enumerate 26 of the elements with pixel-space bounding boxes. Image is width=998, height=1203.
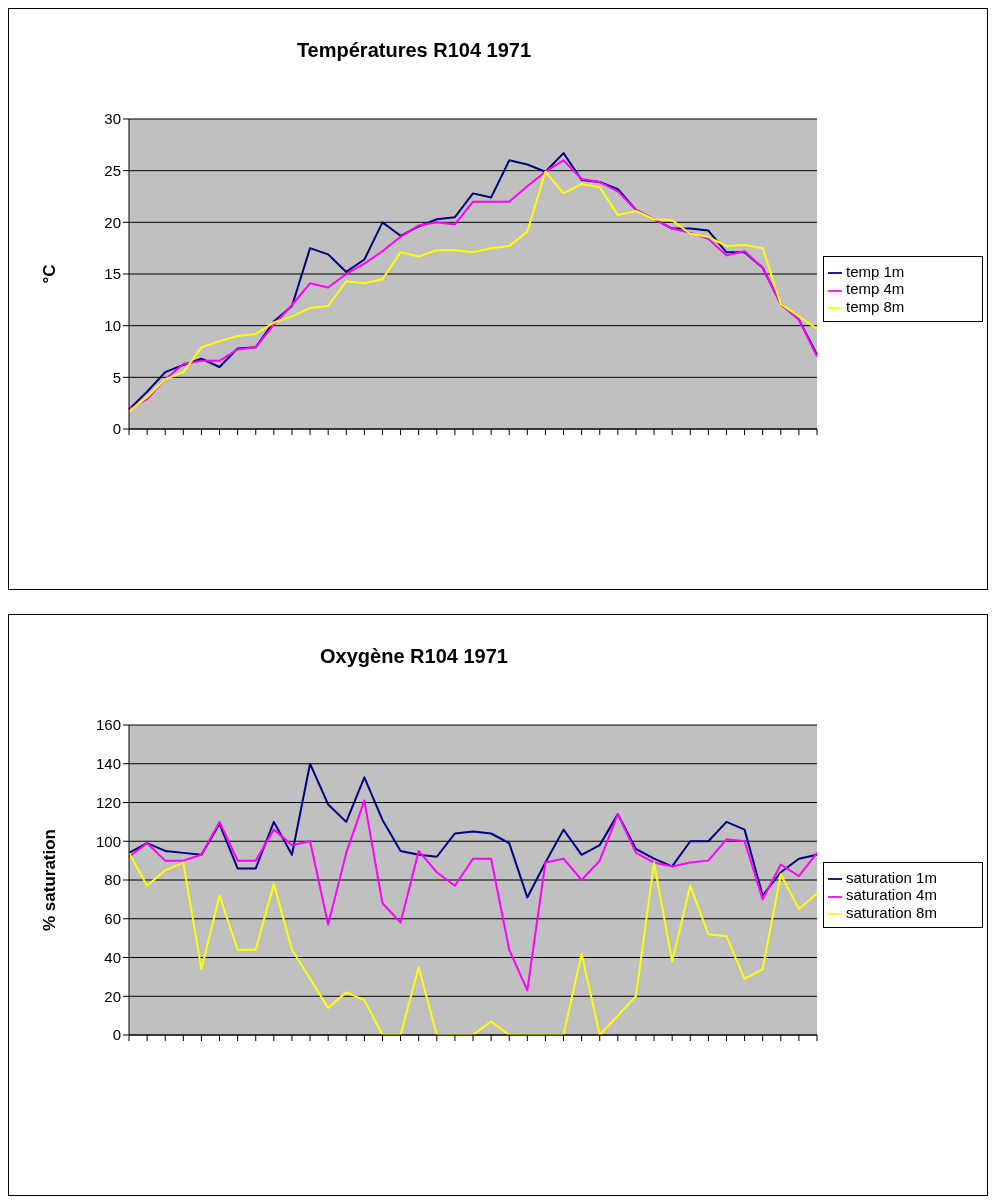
y-tick-label: 100 (95, 832, 121, 850)
legend-label: saturation 1m (846, 869, 937, 887)
chart-title: Températures R104 1971 (295, 39, 533, 62)
legend-label: saturation 4m (846, 886, 937, 904)
y-tick-label: 25 (104, 161, 121, 179)
y-axis-title: % saturation (40, 828, 60, 932)
y-tick-label: 140 (95, 755, 121, 773)
y-tick-label: 0 (112, 420, 121, 438)
y-tick-label: 120 (95, 793, 121, 811)
y-tick-label: 5 (112, 368, 121, 386)
y-tick-label: 80 (104, 871, 121, 889)
legend-label: temp 4m (846, 280, 905, 298)
y-tick-label: 160 (95, 716, 121, 734)
legend-label: temp 1m (846, 263, 905, 281)
legend-label: temp 8m (846, 297, 905, 315)
y-tick-label: 20 (104, 213, 121, 231)
y-axis-title: °C (40, 264, 60, 284)
y-tick-label: 20 (104, 987, 121, 1005)
y-tick-label: 0 (112, 1026, 121, 1044)
y-tick-label: 30 (104, 110, 121, 128)
y-tick-label: 10 (104, 316, 121, 334)
chart-title: Oxygène R104 1971 (319, 645, 509, 668)
y-tick-label: 40 (104, 948, 121, 966)
y-tick-label: 15 (104, 265, 121, 283)
y-tick-label: 60 (104, 910, 121, 928)
legend-label: saturation 8m (846, 903, 937, 921)
